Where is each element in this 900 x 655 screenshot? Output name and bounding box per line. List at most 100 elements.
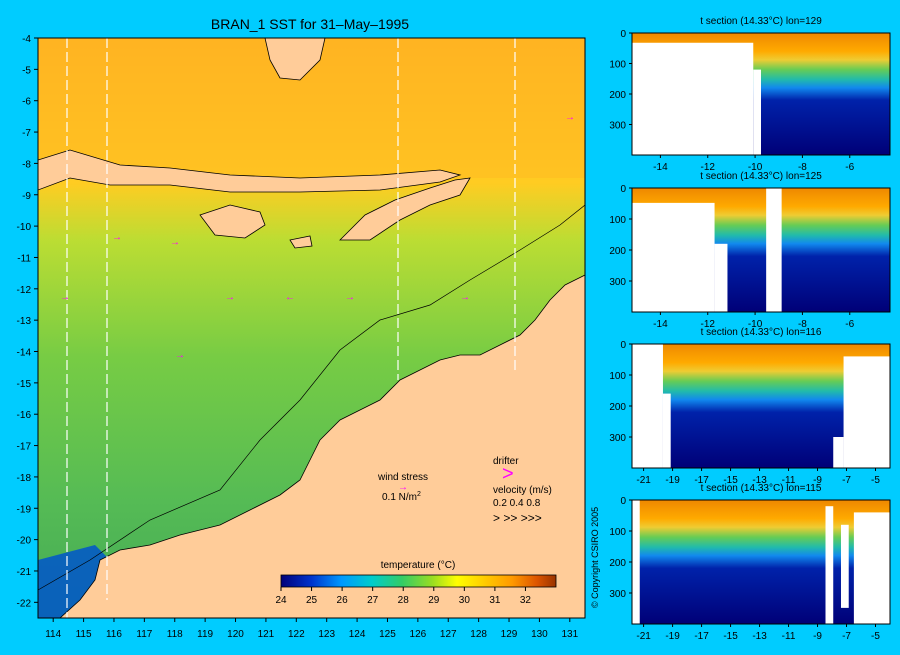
section-panel: t section (14.33°C) lon=125 0 100 200 300 -14… [609, 171, 891, 330]
section-x-tick-label: -14 [653, 162, 668, 173]
colorbar-tick-label: 27 [367, 595, 379, 606]
section-y-tick-label: 100 [609, 215, 626, 226]
section-x-tick-label: -7 [842, 631, 851, 642]
section-x-tick-label: -8 [798, 162, 807, 173]
section-y-tick-label: 0 [620, 29, 626, 40]
section-x-tick-label: -11 [782, 475, 796, 486]
section-title: t section (14.33°C) lon=129 [700, 16, 822, 27]
colorbar-tick-label: 25 [306, 595, 318, 606]
section-y-tick-label: 100 [609, 527, 626, 538]
lon-tick-label: 120 [227, 629, 244, 640]
wind-stress-label: wind stress [377, 472, 428, 483]
lon-tick-label: 117 [136, 629, 152, 640]
lon-tick-label: 128 [470, 629, 487, 640]
colorbar-tick-label: 30 [459, 595, 471, 606]
drifter-arrows: → → → → ← → → → → [60, 112, 575, 361]
section-y-tick-label: 300 [609, 277, 626, 288]
section-y-tick-label: 200 [609, 558, 626, 569]
lat-tick-label: -6 [22, 97, 31, 108]
lon-tick-label: 121 [258, 629, 275, 640]
drifter-mark: → [170, 237, 180, 248]
section-land-mask [833, 437, 844, 468]
lon-tick-label: 130 [531, 629, 548, 640]
section-land-mask [853, 512, 890, 624]
colorbar-tick-label: 31 [489, 595, 501, 606]
section-land-mask [843, 356, 890, 468]
lat-tick-label: -9 [22, 191, 31, 202]
section-land-mask [632, 500, 640, 624]
lat-tick-label: -13 [17, 316, 32, 327]
colorbar-tick-label: 29 [428, 595, 440, 606]
lon-tick-label: 127 [440, 629, 457, 640]
lon-tick-label: 123 [318, 629, 335, 640]
section-panel: t section (14.33°C) lon=129 0 100 200 300 -14… [609, 16, 891, 173]
section-x-tick-label: -19 [665, 475, 680, 486]
lon-tick-label: 116 [106, 629, 122, 640]
map-plot-area: → → → → ← → → → → [38, 38, 585, 618]
lon-tick-label: 125 [379, 629, 396, 640]
lon-tick-label: 122 [288, 629, 305, 640]
section-x-tick-label: -7 [842, 475, 851, 486]
drifter-mark: → [112, 232, 122, 243]
lat-tick-label: -19 [17, 504, 32, 515]
section-land-mask [632, 344, 663, 468]
colorbar-tick-label: 28 [398, 595, 410, 606]
section-x-tick-label: -6 [845, 319, 854, 330]
section-land-mask [632, 202, 715, 312]
section-x-tick-label: -10 [748, 319, 763, 330]
velocity-arrows-icon: > >> >>> [493, 511, 542, 525]
section-y-tick-label: 0 [620, 340, 626, 351]
drifter-mark: → [225, 292, 235, 303]
map-land-australia [59, 274, 585, 618]
lat-tick-label: -8 [22, 159, 31, 170]
lat-tick-label: -15 [17, 379, 32, 390]
lat-tick-label: -10 [17, 222, 32, 233]
section-x-tick-label: -17 [694, 631, 709, 642]
section-x-tick-label: -13 [752, 631, 767, 642]
section-field [632, 500, 890, 624]
section-x-tick-label: -8 [798, 319, 807, 330]
section-title: t section (14.33°C) lon=115 [701, 483, 822, 494]
map-land-sunda [38, 149, 462, 193]
drifter-mark: → [345, 292, 355, 303]
map-title: BRAN_1 SST for 31–May–1995 [211, 16, 409, 32]
velocity-values: 0.2 0.4 0.8 [493, 498, 541, 509]
map-land-flores [289, 235, 313, 249]
section-y-tick-label: 100 [609, 60, 626, 71]
map-land-sulawesi [264, 38, 326, 81]
lon-tick-label: 126 [410, 629, 427, 640]
section-x-tick-label: -15 [723, 631, 738, 642]
section-land-mask [766, 188, 782, 312]
wind-stress-arrow-icon: → [398, 482, 408, 493]
section-y-tick-label: 300 [609, 589, 626, 600]
drifter-symbol-icon: > [502, 463, 514, 485]
section-x-tick-label: -12 [701, 162, 716, 173]
section-y-tick-label: 300 [609, 433, 626, 444]
section-land-mask [825, 506, 834, 624]
section-x-tick-label: -12 [701, 319, 716, 330]
section-land-mask [662, 393, 671, 468]
drifter-label: drifter [493, 456, 519, 467]
section-x-tick-label: -19 [665, 631, 680, 642]
colorbar-tick-label: 24 [275, 595, 287, 606]
drifter-mark: → [460, 292, 470, 303]
lat-tick-label: -12 [17, 285, 32, 296]
lat-tick-label: -17 [17, 442, 32, 453]
lat-tick-label: -16 [17, 410, 32, 421]
section-x-tick-label: -13 [752, 475, 767, 486]
lon-tick-label: 118 [167, 629, 183, 640]
map-frame [37, 37, 586, 619]
section-x-tick-label: -21 [636, 475, 651, 486]
colorbar-tick-label: 32 [520, 595, 532, 606]
section-land-mask [714, 243, 728, 312]
section-y-tick-label: 0 [620, 496, 626, 507]
colorbar [280, 574, 557, 588]
drifter-mark: → [60, 292, 70, 303]
section-title: t section (14.33°C) lon=125 [700, 171, 822, 182]
section-panel: t section (14.33°C) lon=115 0 100 200 300 -21… [609, 483, 891, 642]
section-x-tick-label: -21 [636, 631, 651, 642]
section-x-tick-label: -14 [653, 319, 668, 330]
lon-tick-label: 115 [76, 629, 92, 640]
colorbar-tick-label: 26 [337, 595, 349, 606]
